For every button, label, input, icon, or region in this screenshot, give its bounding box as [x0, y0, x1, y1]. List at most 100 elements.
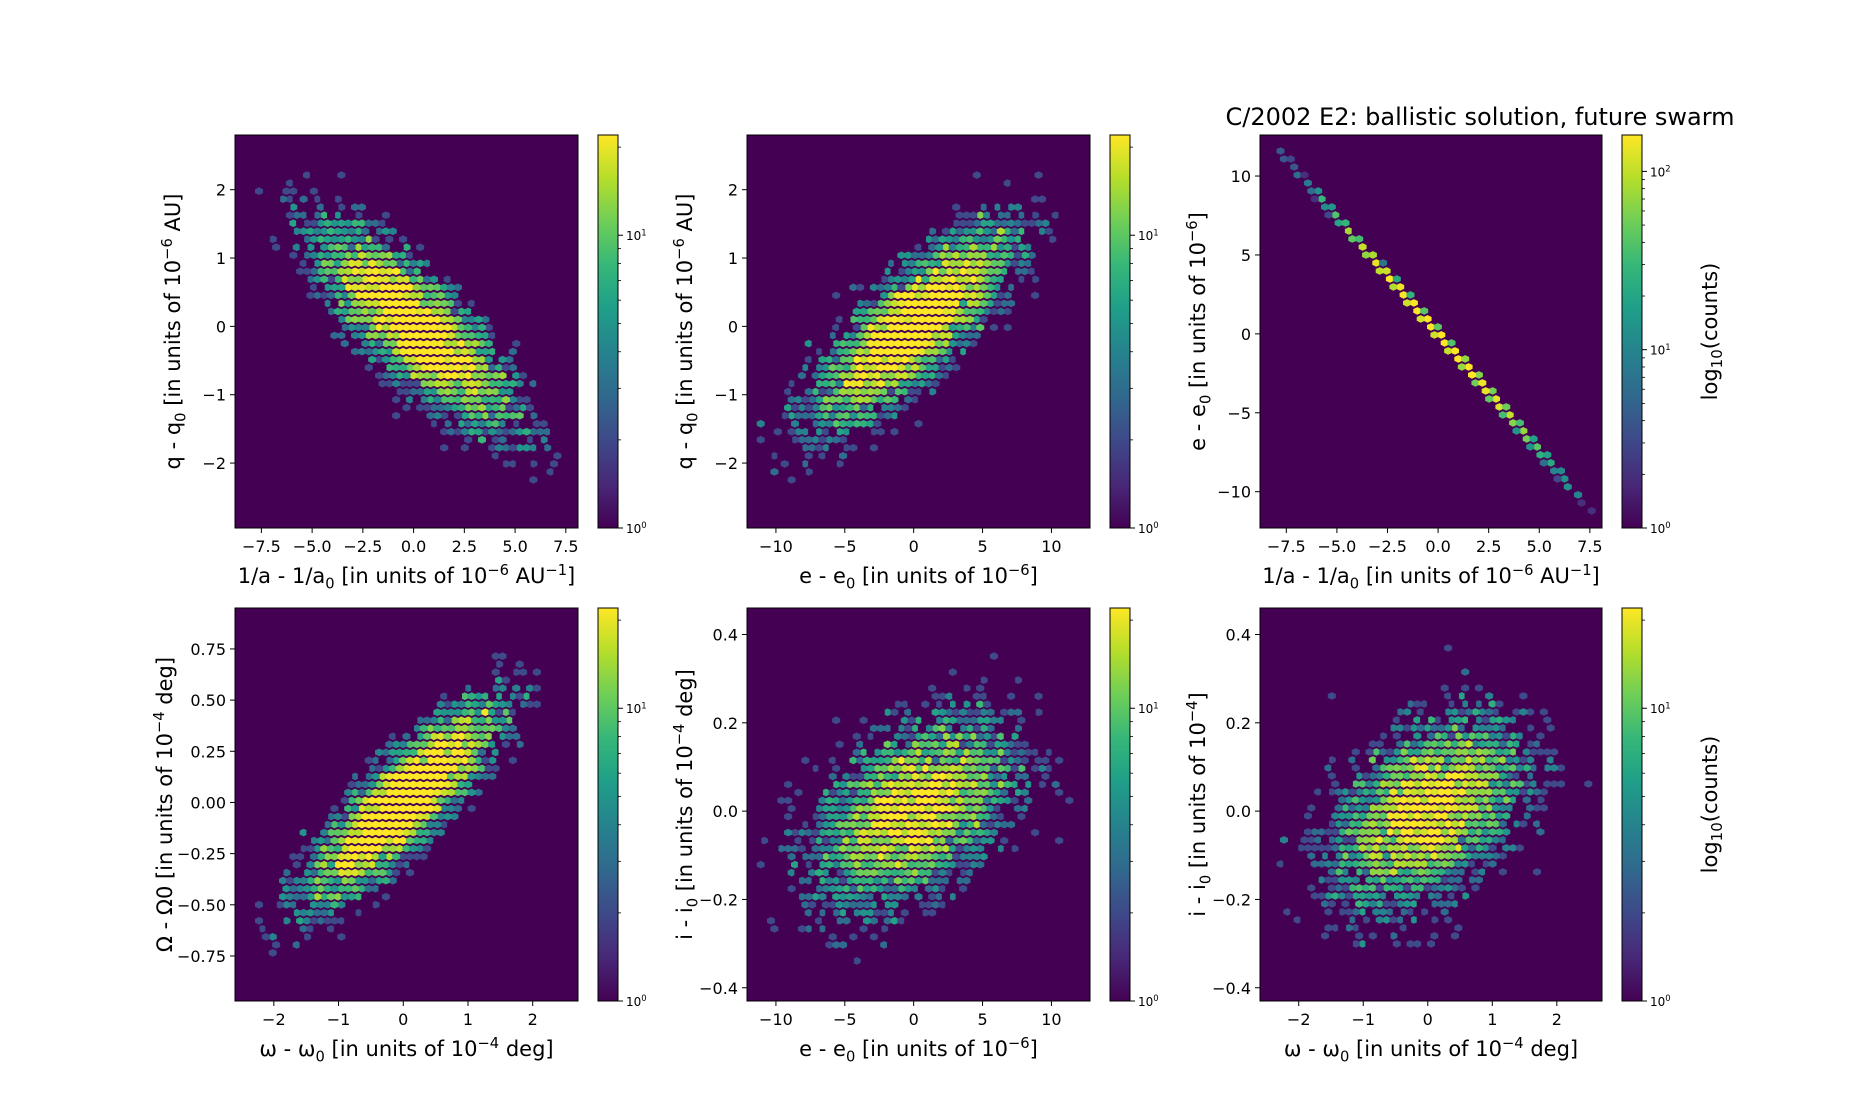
hexbin-cell	[1437, 820, 1446, 828]
hexbin-cell	[436, 387, 445, 396]
hexbin-cell	[1365, 860, 1374, 868]
hexbin-cell	[1260, 788, 1268, 796]
hexbin-cell	[849, 395, 858, 404]
hexbin-cell	[330, 219, 339, 228]
hexbin-cell	[887, 860, 896, 869]
hexbin-cell	[453, 331, 462, 340]
hexbin-cell	[423, 307, 432, 316]
hexbin-cell	[447, 692, 456, 701]
hexbin-cell	[976, 307, 985, 316]
hexbin-cell	[1368, 868, 1377, 876]
hexbin-cell	[402, 259, 411, 268]
hexbin-cell	[811, 860, 820, 869]
hexbin-cell	[962, 355, 971, 364]
hexbin-cell	[1403, 884, 1412, 892]
hexbin-cell	[285, 163, 294, 171]
hexbin-cell	[433, 283, 442, 292]
hexbin-cell	[299, 211, 308, 219]
hexbin-cell	[303, 235, 312, 244]
hexbin-cell	[1344, 924, 1353, 932]
hexbin-cell	[453, 363, 462, 372]
hexbin-cell	[835, 836, 844, 845]
hexbin-cell	[402, 844, 411, 853]
hexbin-cell	[1502, 652, 1511, 660]
hexbin-cell	[983, 780, 992, 789]
hexbin-cell	[952, 756, 961, 765]
hexbin-cell	[1454, 812, 1463, 820]
hexbin-cell	[574, 636, 578, 644]
hexbin-cell	[1492, 804, 1500, 812]
hexbin-cell	[815, 411, 824, 420]
hexbin-cell	[1392, 748, 1401, 756]
x-tick-label: 0.0	[401, 537, 426, 556]
hexbin-cell	[412, 427, 421, 436]
hexbin-cell	[330, 900, 339, 909]
hexbin-cell	[955, 892, 964, 901]
hexbin-cell	[419, 363, 428, 372]
hexbin-cell	[952, 692, 961, 701]
hexbin-cell	[969, 211, 978, 219]
hexbin-cell	[1457, 724, 1466, 732]
hexbin-cell	[309, 219, 318, 228]
hexbin-cell	[508, 347, 517, 356]
hexbin-cell	[309, 868, 318, 877]
hexbin-cell	[965, 347, 974, 356]
hexbin-cell	[815, 347, 824, 356]
hexbin-cell	[351, 772, 360, 781]
hexbin-cell	[1519, 692, 1528, 700]
hexbin-cell	[1310, 844, 1319, 852]
hexbin-cell	[1454, 700, 1463, 708]
hexbin-cell	[423, 371, 432, 380]
hexbin-cell	[1017, 764, 1026, 773]
hexbin-cell	[416, 419, 425, 428]
hexbin-cell	[426, 724, 435, 733]
hexbin-cell	[983, 812, 992, 821]
hexbin-cell	[907, 307, 916, 316]
hexbin-cell	[316, 251, 325, 260]
hexbin-cell	[477, 435, 486, 444]
hexbin-cell	[845, 355, 854, 364]
hexbin-cell	[1290, 924, 1299, 932]
hexbin-cell	[893, 957, 902, 965]
hexbin-cell	[1536, 668, 1545, 676]
hexbin-cell	[412, 740, 421, 749]
hexbin-cell	[1406, 812, 1415, 820]
hexbin-cell	[880, 275, 889, 284]
hexbin-cell	[327, 892, 336, 901]
hexbin-cell	[1515, 748, 1524, 756]
hexbin-cell	[477, 387, 486, 396]
colorbar-tick-label: 100	[1138, 520, 1159, 536]
hexbin-cell	[979, 203, 988, 211]
hexbin-cell	[419, 395, 428, 404]
hexbin-cell	[900, 700, 909, 709]
hexbin-cell	[869, 331, 878, 340]
hexbin-cell	[965, 315, 974, 324]
hexbin-cell	[880, 780, 889, 789]
hexbin-cell	[501, 395, 510, 404]
hexbin-cell	[911, 900, 920, 909]
hexbin-cell	[357, 251, 366, 260]
hexbin-cell	[1502, 796, 1511, 804]
hexbin-cell	[876, 363, 885, 372]
hexbin-cell	[917, 788, 926, 797]
hexbin-cell	[890, 427, 899, 436]
hexbin-cell	[941, 748, 950, 757]
hexbin-cell	[409, 860, 418, 869]
hexbin-cell	[1003, 748, 1012, 757]
hexbin-cell	[395, 732, 404, 741]
hexbin-cell	[474, 756, 483, 765]
hexbin-cell	[385, 203, 394, 211]
hexbin-cell	[395, 243, 404, 252]
hexbin-cell	[897, 283, 906, 292]
hexbin-cell	[1348, 756, 1357, 764]
hexbin-cell	[811, 339, 820, 348]
hexbin-cell	[863, 916, 872, 925]
hexbin-cell	[457, 323, 466, 332]
hexbin-cell	[261, 933, 270, 941]
hexbin-cell	[1546, 756, 1555, 764]
hexbin-cell	[347, 828, 356, 837]
hexbin-cell	[378, 788, 387, 797]
hexbin-cell	[1420, 764, 1429, 772]
hexbin-cell	[1379, 940, 1388, 948]
x-tick-label: 10	[1041, 1010, 1061, 1029]
